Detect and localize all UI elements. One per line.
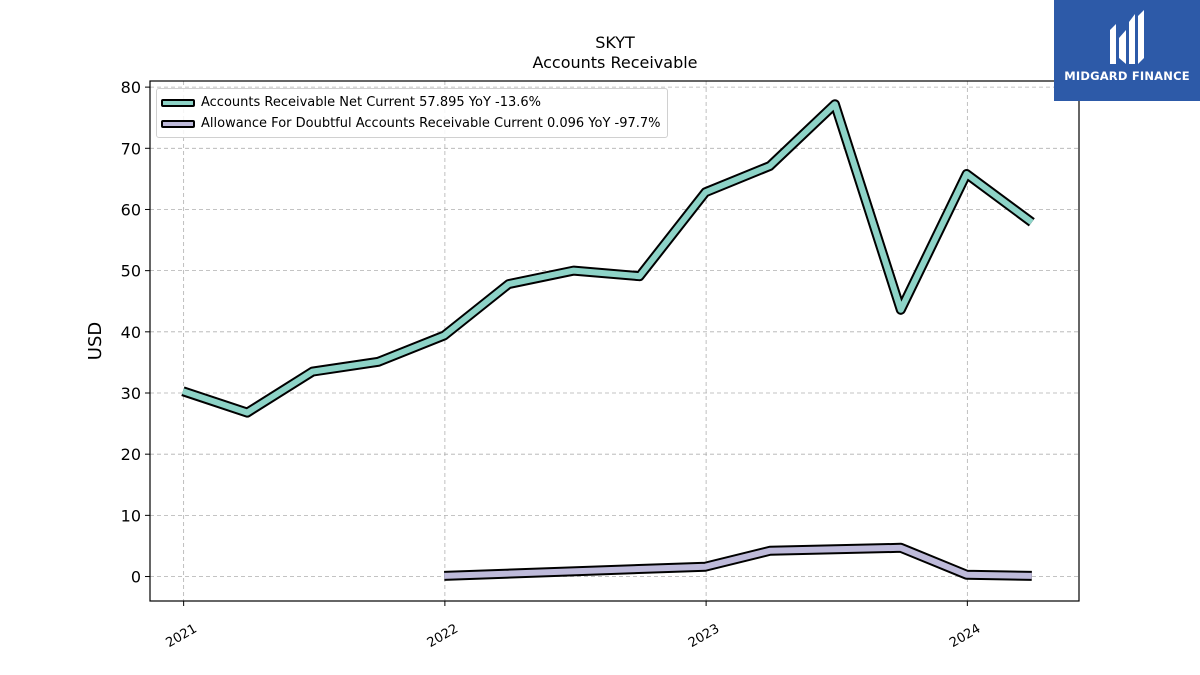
x-axis: 2021 2022 2023 2024 [163,601,983,651]
plot-frame [149,80,1080,602]
data-point [705,192,706,193]
legend-item-net-current: Accounts Receivable Net Current 57.895 Y… [161,92,661,113]
y-tick-label: 60 [121,200,141,219]
data-point [639,276,640,277]
data-point [900,547,901,548]
y-axis-label: USD [85,322,106,360]
legend-label-allowance: Allowance For Doubtful Accounts Receivab… [201,116,661,131]
data-point [573,270,574,271]
legend-swatch-allowance [161,119,195,128]
data-point [769,166,770,167]
y-tick-label: 0 [131,568,141,587]
y-tick-label: 30 [121,384,141,403]
data-point [1031,222,1032,223]
series-line-1 [444,544,1032,579]
brand-name: MIDGARD FINANCE [1064,69,1190,83]
x-tick-label: 2023 [686,621,722,651]
series-layer [181,99,1035,581]
y-tick-label: 20 [121,445,141,464]
brand-logo: MIDGARD FINANCE [1054,0,1200,101]
data-point [705,566,706,567]
y-tick-label: 70 [121,139,141,158]
data-point [247,412,248,413]
legend-swatch-net-current [161,98,195,107]
data-point [1031,575,1032,576]
series-outline-0 [181,99,1035,418]
data-point [834,104,835,105]
data-point [378,361,379,362]
data-point [444,575,445,576]
data-point [312,371,313,372]
chart-title: SKYT [595,33,635,52]
series-line-0 [181,101,1034,416]
y-tick-label: 10 [121,506,141,525]
x-tick-label: 2024 [947,621,983,651]
brand-logo-mark-icon [1110,10,1144,64]
data-point [966,173,967,174]
data-point [966,574,967,575]
data-point [769,550,770,551]
chart-subtitle: Accounts Receivable [532,53,697,72]
legend-item-allowance: Allowance For Doubtful Accounts Receivab… [161,113,661,134]
y-axis: 0 10 20 30 40 50 60 70 80 [121,78,150,587]
x-tick-label: 2021 [163,621,199,651]
x-tick-label: 2022 [425,621,461,651]
y-tick-label: 50 [121,262,141,281]
data-point [182,391,183,392]
data-point [900,309,901,310]
data-point [444,335,445,336]
y-tick-label: 80 [121,78,141,97]
grid-lines [150,81,1079,601]
legend: Accounts Receivable Net Current 57.895 Y… [156,88,668,138]
y-tick-label: 40 [121,323,141,342]
data-point [508,284,509,285]
legend-label-net-current: Accounts Receivable Net Current 57.895 Y… [201,95,542,110]
